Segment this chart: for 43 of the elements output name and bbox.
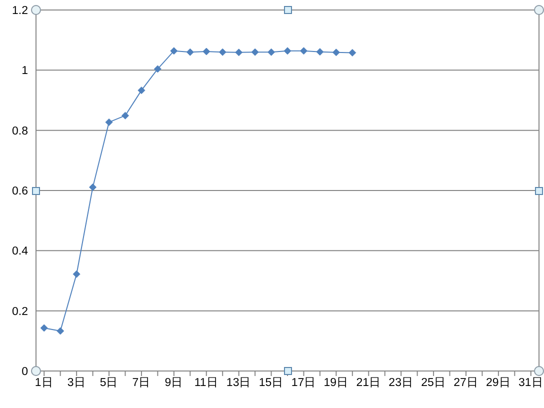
point <box>121 112 129 120</box>
point <box>300 47 308 55</box>
y-tick-label: 1.2 <box>12 5 28 18</box>
x-tick-label: 11日 <box>194 376 218 390</box>
x-tick-label: 19日 <box>324 376 349 390</box>
y-tick-label: 0.2 <box>12 306 28 318</box>
point <box>40 324 48 332</box>
point <box>235 48 243 56</box>
point <box>138 86 146 94</box>
point <box>72 270 80 278</box>
point <box>332 48 340 56</box>
x-tick-label: 15日 <box>258 376 284 390</box>
x-tick-label: 23日 <box>388 376 414 390</box>
point <box>154 65 162 73</box>
x-tick-label: 17日 <box>291 376 316 390</box>
x-tick-label: 31日 <box>518 376 544 390</box>
x-tick-label: 29日 <box>486 376 511 390</box>
point <box>56 327 64 335</box>
x-tick-label: 21日 <box>356 376 382 390</box>
x-tick-label: 13日 <box>226 376 252 390</box>
point <box>105 118 113 126</box>
point <box>316 48 324 56</box>
point <box>202 48 210 56</box>
x-tick-label: 5日 <box>100 376 118 390</box>
y-tick-label: 1 <box>22 65 28 78</box>
y-tick-label: 0.4 <box>12 246 29 258</box>
x-tick-label: 9日 <box>164 376 184 390</box>
point <box>186 48 194 56</box>
point <box>170 47 178 55</box>
y-tick-label: 0.6 <box>12 186 28 198</box>
point <box>268 48 276 56</box>
point <box>251 48 259 56</box>
x-tick-label: 3日 <box>67 376 86 390</box>
x-tick-label: 1日 <box>34 376 54 390</box>
x-tick-label: 25日 <box>421 376 446 390</box>
y-tick-label: 0.8 <box>12 125 28 138</box>
point <box>284 47 292 55</box>
point <box>348 48 356 56</box>
y-tick-label: 0 <box>22 366 28 378</box>
x-tick-label: 7日 <box>132 376 151 390</box>
point <box>218 48 226 56</box>
x-tick-label: 27日 <box>454 376 478 390</box>
point <box>89 183 97 191</box>
